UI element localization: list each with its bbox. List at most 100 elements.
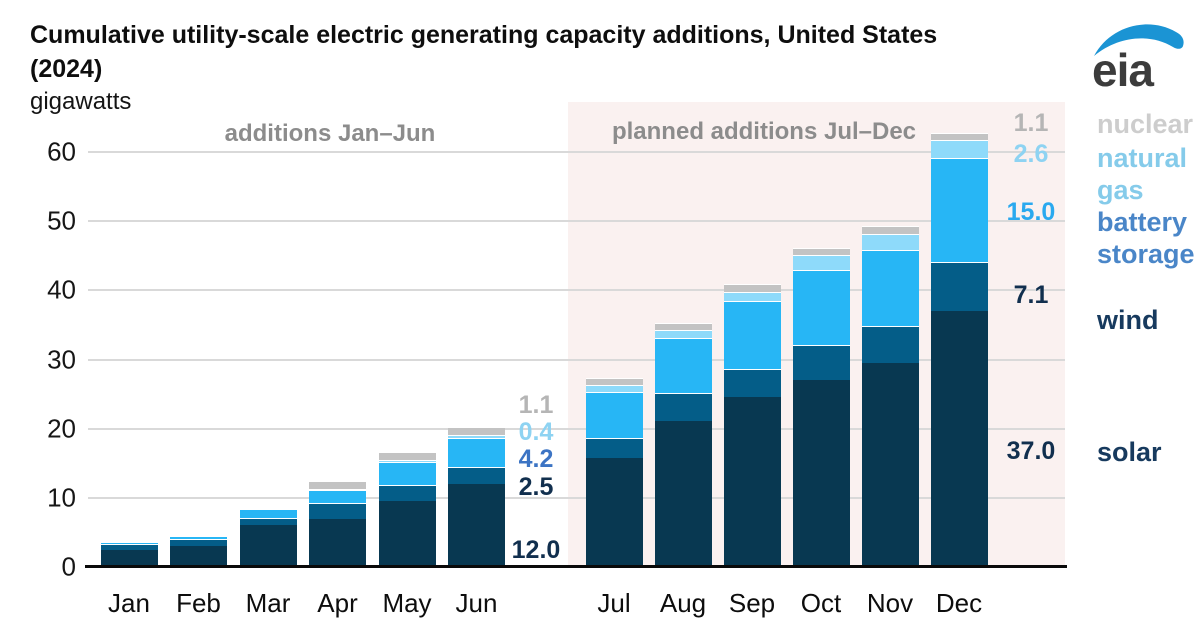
segment-natural-gas-apr <box>309 488 366 491</box>
segment-solar-dec <box>930 311 988 567</box>
segment-wind-feb <box>170 539 227 546</box>
y-axis-tick-60: 60 <box>47 136 76 167</box>
x-axis-label-jun: Jun <box>455 588 498 618</box>
segment-battery-storage-may <box>378 461 436 485</box>
segment-battery-storage-nov <box>861 250 919 327</box>
x-axis-label-dec: Dec <box>935 588 983 618</box>
y-axis-tick-40: 40 <box>47 274 76 305</box>
segment-nuclear-nov <box>861 226 919 234</box>
segment-battery-storage-sep <box>723 300 781 369</box>
segment-natural-gas-jun <box>448 434 505 438</box>
gridline-60 <box>88 151 1065 153</box>
x-axis-label-aug: Aug <box>659 588 707 618</box>
segment-solar-oct <box>792 379 850 567</box>
segment-solar-jul <box>585 457 643 567</box>
gridline-50 <box>88 220 1065 223</box>
gridline-40 <box>88 289 1065 292</box>
segment-wind-sep <box>723 368 781 397</box>
bar-may <box>378 452 436 567</box>
segment-battery-storage-dec <box>930 158 988 262</box>
segment-solar-jun <box>448 484 505 567</box>
bar-feb <box>170 534 227 567</box>
gridline-10 <box>88 496 1065 499</box>
segment-natural-gas-jan <box>100 541 158 543</box>
segment-nuclear-dec <box>930 132 988 141</box>
jun-value-nuclear: 1.1 <box>518 391 554 419</box>
x-axis-label-oct: Oct <box>800 588 842 618</box>
x-axis-label-nov: Nov <box>866 588 914 618</box>
segment-natural-gas-feb <box>170 534 227 536</box>
dec-value-natural-gas: 2.6 <box>1013 140 1049 168</box>
segment-wind-jul <box>585 437 643 458</box>
dec-value-battery-storage: 15.0 <box>1006 198 1056 226</box>
segment-battery-storage-feb <box>170 535 227 540</box>
gridline-20 <box>88 427 1065 430</box>
title-line-2: (2024) <box>30 55 103 83</box>
x-axis-label-jan: Jan <box>108 588 150 618</box>
segment-battery-storage-apr <box>309 490 366 503</box>
segment-wind-apr <box>309 502 366 519</box>
segment-battery-storage-oct <box>792 270 850 345</box>
legend-natural-gas: natural gas <box>1097 143 1188 205</box>
title-line-1: Cumulative utility-scale electric genera… <box>30 21 938 49</box>
segment-wind-aug <box>654 393 712 422</box>
x-axis-label-feb: Feb <box>176 588 221 618</box>
segment-wind-oct <box>792 344 850 380</box>
y-axis-tick-50: 50 <box>47 205 76 236</box>
bar-jul <box>585 377 643 567</box>
segment-battery-storage-aug <box>654 338 712 394</box>
bar-nov <box>861 226 919 567</box>
eia-logo-swoosh-icon: eia <box>1092 24 1184 96</box>
segment-wind-may <box>378 484 436 502</box>
bar-jun <box>448 427 505 567</box>
segment-wind-dec <box>930 262 988 312</box>
segment-wind-mar <box>239 517 297 525</box>
segment-natural-gas-jul <box>585 385 643 393</box>
segment-solar-may <box>378 501 436 567</box>
bar-apr <box>309 481 366 567</box>
segment-nuclear-jun <box>448 427 505 435</box>
bar-aug <box>654 322 712 567</box>
segment-solar-aug <box>654 421 712 567</box>
segment-solar-mar <box>239 524 297 567</box>
section-label-actual-additions: additions Jan–Jun <box>224 120 436 147</box>
units-label: gigawatts <box>30 88 132 115</box>
segment-battery-storage-mar <box>239 508 297 518</box>
bar-dec <box>930 132 988 567</box>
x-axis-label-sep: Sep <box>728 588 776 618</box>
legend-wind: wind <box>1097 305 1159 335</box>
segment-nuclear-sep <box>723 284 781 292</box>
segment-solar-nov <box>861 362 919 567</box>
dec-value-solar: 37.0 <box>1006 437 1056 465</box>
x-axis-label-apr: Apr <box>317 588 358 618</box>
x-axis-label-may: May <box>382 588 432 618</box>
jun-value-natural-gas: 0.4 <box>518 418 554 446</box>
section-label-planned-additions: planned additions Jul–Dec <box>611 118 917 145</box>
x-axis-label-mar: Mar <box>245 588 291 618</box>
dec-value-wind: 7.1 <box>1013 281 1049 309</box>
x-axis-line <box>85 565 1067 568</box>
jun-value-wind: 2.5 <box>518 473 554 501</box>
segment-natural-gas-oct <box>792 255 850 271</box>
y-axis-tick-0: 0 <box>61 551 76 582</box>
y-axis-tick-20: 20 <box>47 413 76 444</box>
segment-battery-storage-jul <box>585 392 643 438</box>
segment-wind-jan <box>100 544 158 551</box>
segment-natural-gas-sep <box>723 291 781 301</box>
legend-nuclear: nuclear <box>1097 109 1194 139</box>
segment-natural-gas-nov <box>861 233 919 251</box>
segment-solar-apr <box>309 518 366 567</box>
segment-natural-gas-may <box>378 459 436 462</box>
svg-text:eia: eia <box>1092 44 1154 94</box>
x-axis-label-jul: Jul <box>597 588 631 618</box>
segment-battery-storage-jun <box>448 437 505 467</box>
jun-value-solar: 12.0 <box>511 536 561 564</box>
segment-natural-gas-aug <box>654 330 712 339</box>
y-axis-tick-30: 30 <box>47 344 76 374</box>
segment-nuclear-aug <box>654 322 712 331</box>
bar-sep <box>723 284 781 567</box>
segment-solar-jan <box>100 550 158 567</box>
segment-solar-feb <box>170 545 227 567</box>
